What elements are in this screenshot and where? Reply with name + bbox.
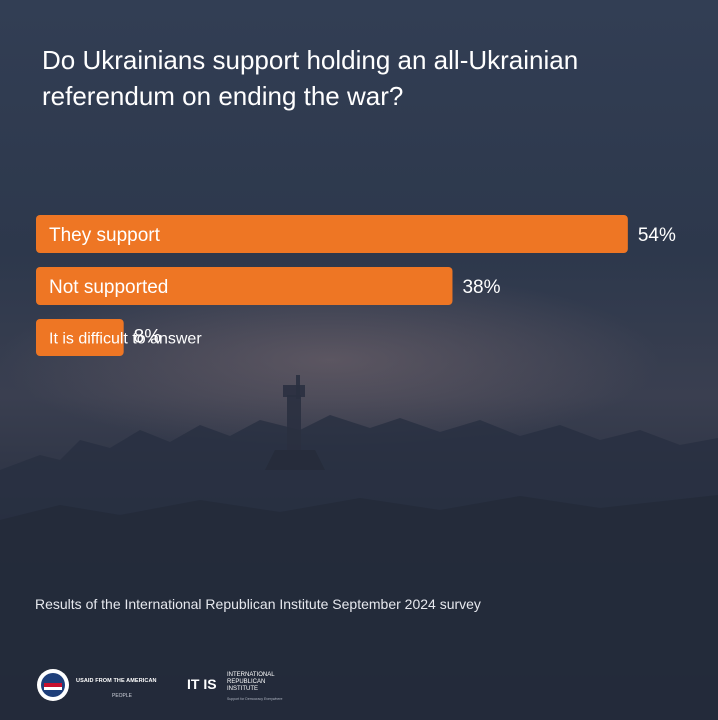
iri-logo-name: INTERNATIONAL REPUBLICAN INSTITUTE [227, 672, 287, 693]
bar-3 [36, 319, 124, 356]
bar-label-2: Not supported [49, 277, 168, 298]
chart-title: Do Ukrainians support holding an all-Ukr… [42, 42, 692, 114]
usaid-subtitle: PEOPLE [112, 693, 133, 699]
bar-2 [36, 267, 453, 305]
value-label-1: 54% [638, 225, 676, 246]
value-label-2: 38% [462, 277, 500, 298]
usaid-wordmark: USAID FROM THE AMERICAN [76, 678, 157, 684]
title-line-1: Do Ukrainians support holding an all-Ukr… [42, 45, 579, 75]
value-label-3: 8% [134, 326, 162, 347]
bar-1 [36, 215, 628, 253]
usaid-seal-icon [37, 669, 69, 701]
iri-logo-mark: IT IS [187, 676, 217, 692]
iri-name-line-2: REPUBLICAN [227, 679, 266, 685]
bar-label-1: They support [49, 225, 161, 246]
source-note: Results of the International Republican … [35, 596, 481, 612]
title-line-2: referendum on ending the war? [42, 81, 404, 111]
iri-name-line-1: INTERNATIONAL [227, 672, 275, 678]
bar-label-3: It is difficult to answer [49, 330, 202, 347]
iri-name-line-3: INSTITUTE [227, 686, 258, 692]
iri-tagline: Support for Democracy Everywhere [227, 697, 283, 701]
